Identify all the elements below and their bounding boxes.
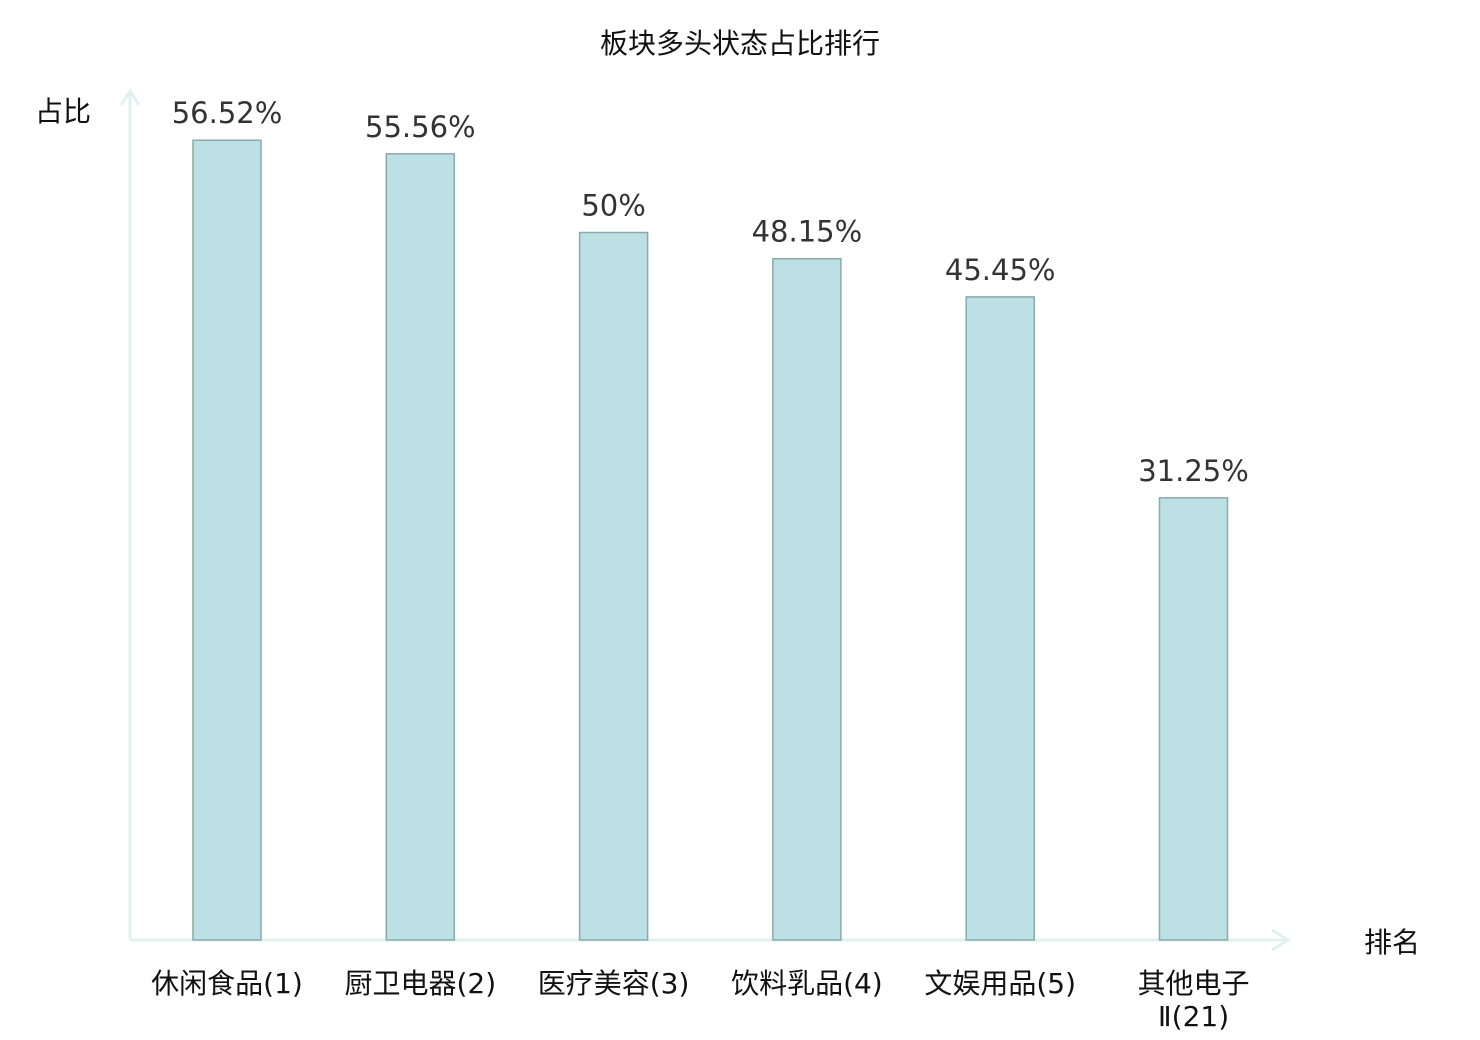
x-tick-label: 休闲食品(1) [151,967,303,1000]
x-tick-label: 其他电子 Ⅱ(21) [1137,967,1249,1033]
bar [192,139,262,941]
x-axis-arrow [1271,928,1291,952]
x-tick-label: 文娱用品(5) [924,967,1076,1000]
y-axis-label: 占比 [35,95,91,128]
chart-title: 板块多头状态占比排行 [600,27,880,60]
bar [965,296,1035,941]
x-tick-label: 医疗美容(3) [538,967,690,1000]
x-tick-label: 饮料乳品(4) [731,967,883,1000]
data-label: 31.25% [1138,454,1249,488]
data-label: 56.52% [172,96,283,130]
data-label: 48.15% [752,215,863,249]
data-label: 55.56% [365,110,476,144]
y-axis-arrow [119,88,141,106]
bar [578,231,649,941]
data-label: 45.45% [945,253,1056,287]
bar [385,153,456,941]
x-tick-label: 厨卫电器(2) [344,967,496,1000]
data-label: 50% [581,189,645,223]
bar [1158,497,1229,941]
bar [772,257,842,941]
x-axis-label: 排名 [1364,926,1420,959]
